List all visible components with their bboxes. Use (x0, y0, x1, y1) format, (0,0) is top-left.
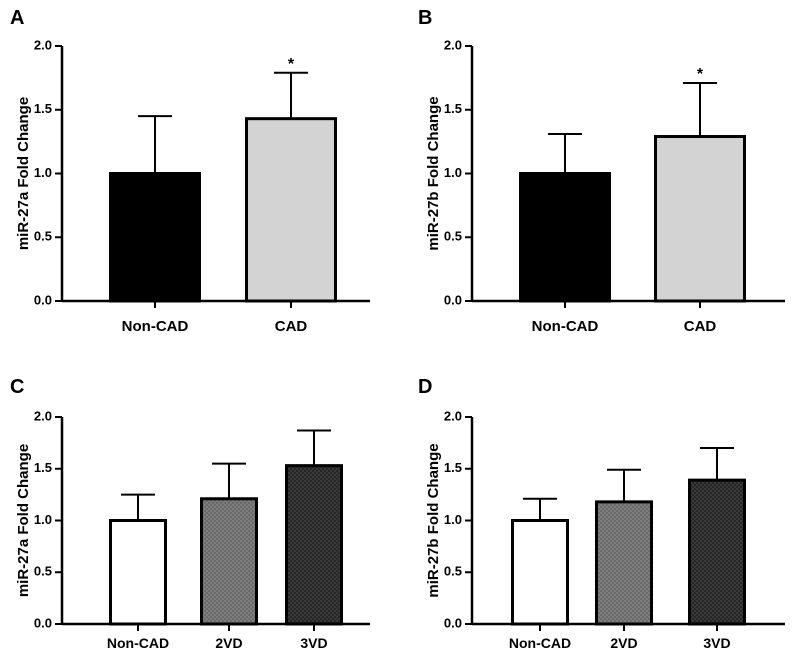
x-tick-label-c-2: 3VD (300, 635, 327, 651)
panel-letter-a: A (10, 7, 24, 29)
significance-marker-a-1: * (288, 56, 295, 73)
bar-b-1 (654, 135, 746, 303)
y-tick-label-b-3: 1.5 (444, 101, 462, 116)
y-tick-label-a-0: 0.0 (34, 292, 52, 307)
bar-d-1 (595, 500, 653, 626)
bar-d-0 (511, 519, 569, 626)
panel-letter-b: B (418, 7, 432, 29)
bar-d-2 (688, 478, 746, 626)
x-tick-label-b-1: CAD (684, 318, 717, 335)
x-tick-label-a-1: CAD (275, 318, 308, 335)
bar-a-0 (109, 172, 201, 303)
y-tick-label-d-1: 0.5 (444, 564, 462, 579)
bar-a-1 (245, 117, 337, 303)
x-tick-label-b-0: Non-CAD (532, 318, 599, 335)
y-axis-label-d: miR-27b Fold Change (425, 443, 442, 597)
bar-b-0 (519, 172, 611, 303)
y-tick-label-a-3: 1.5 (34, 101, 52, 116)
y-tick-label-b-1: 0.5 (444, 229, 462, 244)
y-axis-label-b: miR-27b Fold Change (425, 96, 442, 250)
significance-marker-b-1: * (697, 66, 704, 83)
x-tick-label-d-1: 2VD (610, 635, 637, 651)
y-tick-label-d-3: 1.5 (444, 460, 462, 475)
y-axis-label-a: miR-27a Fold Change (15, 97, 32, 250)
y-tick-label-b-2: 1.0 (444, 165, 462, 180)
bar-c-0 (109, 519, 167, 626)
y-tick-label-d-0: 0.0 (444, 615, 462, 630)
y-tick-label-b-4: 2.0 (444, 37, 462, 52)
y-tick-label-a-4: 2.0 (34, 37, 52, 52)
y-tick-label-d-2: 1.0 (444, 512, 462, 527)
bar-c-1 (200, 497, 258, 626)
y-tick-label-c-1: 0.5 (34, 564, 52, 579)
x-tick-label-c-1: 2VD (215, 635, 242, 651)
y-tick-label-c-4: 2.0 (34, 408, 52, 423)
x-tick-label-d-0: Non-CAD (509, 635, 571, 651)
y-tick-label-c-2: 1.0 (34, 512, 52, 527)
y-tick-label-c-0: 0.0 (34, 615, 52, 630)
bar-c-2 (285, 464, 343, 626)
y-axis-label-c: miR-27a Fold Change (15, 444, 32, 597)
x-tick-label-d-2: 3VD (703, 635, 730, 651)
y-tick-label-a-2: 1.0 (34, 165, 52, 180)
x-tick-label-c-0: Non-CAD (107, 635, 169, 651)
y-tick-label-a-1: 0.5 (34, 229, 52, 244)
x-tick-label-a-0: Non-CAD (122, 318, 189, 335)
panel-letter-d: D (418, 376, 432, 398)
y-tick-label-c-3: 1.5 (34, 460, 52, 475)
y-tick-label-d-4: 2.0 (444, 408, 462, 423)
panel-letter-c: C (10, 376, 24, 398)
y-tick-label-b-0: 0.0 (444, 292, 462, 307)
